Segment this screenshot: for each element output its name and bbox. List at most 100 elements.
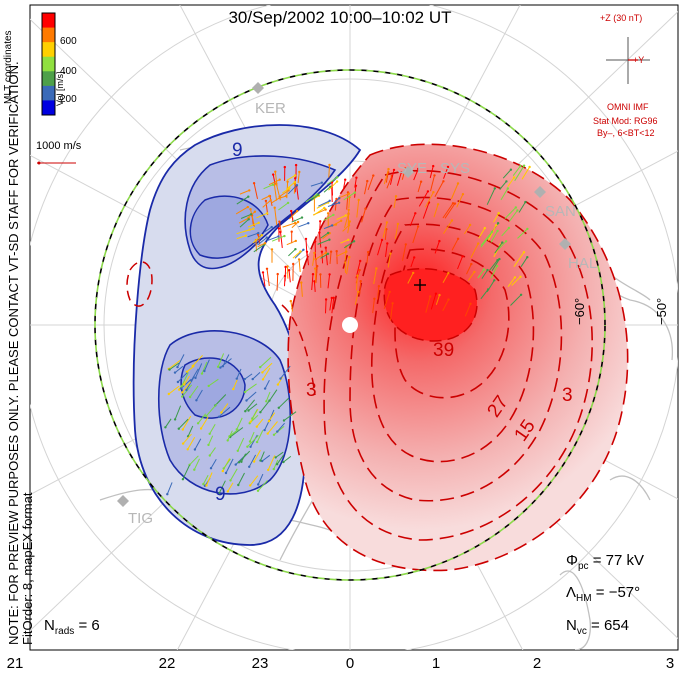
velocity-vector [373,268,377,285]
vector-origin [244,410,247,413]
vector-origin [450,219,454,222]
velocity-vector [294,249,304,259]
velocity-vector [336,215,346,220]
vector-origin [202,482,205,486]
velocity-vectors [164,163,531,496]
vector-origin [358,268,361,272]
vector-origin [185,370,189,373]
vector-origin [279,196,282,199]
vector-origin [456,237,460,240]
velocity-vector [489,259,498,271]
velocity-vector [318,200,330,207]
velocity-vector [208,435,214,446]
velocity-vector [209,447,216,456]
velocity-vector [194,438,202,450]
station-sye: SYE [397,160,428,177]
vector-origin [417,167,420,171]
velocity-vector [236,417,243,430]
vector-origin [335,250,338,253]
velocity-vector [237,437,245,452]
velocity-vector [435,294,440,305]
vector-origin [249,420,252,423]
vector-origin [318,231,321,234]
velocity-vector [320,232,329,239]
vector-origin [324,298,328,301]
vector-origin [234,463,237,466]
vector-origin [247,409,250,412]
vector-origin [176,380,180,384]
vector-origin [400,171,403,174]
velocity-vector [313,281,316,292]
velocity-vector [229,427,244,438]
vector-origin [394,195,398,198]
velocity-vector [272,174,276,185]
vector-origin [313,280,316,283]
vector-origin [176,365,179,369]
vector-origin [447,298,450,301]
velocity-vector [314,268,317,284]
vector-origin [260,234,263,237]
velocity-vector [246,391,257,401]
vector-origin [278,178,281,181]
velocity-vector [320,253,329,259]
vector-origin [469,302,472,305]
vector-origin [347,238,350,241]
vector-origin [372,174,375,177]
vector-origin [432,191,435,194]
vector-origin [259,459,262,462]
vector-origin [446,165,450,169]
velocity-vector [278,397,290,409]
velocity-vector [271,196,281,204]
velocity-vector [467,271,475,281]
vector-origin [438,239,441,243]
vector-origin [456,182,460,185]
velocity-vector [208,378,219,387]
velocity-vector [257,242,266,248]
velocity-vector [278,221,282,232]
velocity-vector [227,430,233,441]
vector-origin [348,255,351,259]
velocity-vector [292,251,301,259]
velocity-vector [249,431,255,442]
mlt-tick-3: 3 [665,655,675,672]
vector-origin [259,411,262,414]
velocity-vector [268,179,280,186]
vector-origin [316,264,319,268]
vector-origin [248,440,252,443]
velocity-vector [366,252,369,264]
velocity-vector [443,220,453,234]
colorbar-tick-200: 200 [60,94,77,105]
vector-origin [493,279,496,282]
velocity-vector [328,181,338,191]
velocity-vector [329,297,333,311]
vector-origin [337,201,341,204]
velocity-vector [336,251,338,265]
vector-origin [279,377,282,380]
vector-origin [265,236,268,239]
colorbar-swatch [42,56,55,72]
vector-origin [426,190,430,193]
vector-origin [277,406,280,409]
velocity-vector [311,274,314,291]
vector-origin [283,165,286,169]
vector-origin [252,227,255,230]
vector-origin [205,414,208,418]
vector-origin [207,384,210,388]
velocity-vector [342,224,350,232]
colorbar-swatch [42,13,55,29]
velocity-vector [346,192,349,210]
vector-origin [367,250,370,254]
vector-origin [269,199,272,202]
vector-origin [323,206,326,210]
velocity-vector [457,256,463,270]
vector-origin [196,422,200,425]
vector-origin [164,426,167,429]
vector-origin [290,230,293,233]
vector-origin [377,285,381,288]
velocity-vector [517,228,528,239]
velocity-vector [297,171,300,183]
mlt-tick-1: 1 [431,655,441,672]
velocity-vector [264,379,270,389]
vector-origin [486,268,489,272]
